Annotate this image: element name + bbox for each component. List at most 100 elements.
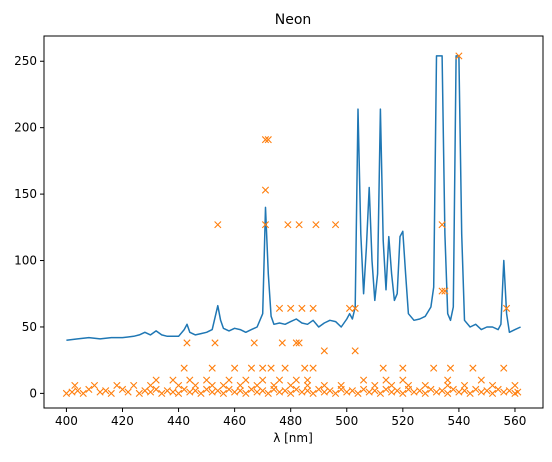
peak-marker bbox=[174, 381, 183, 390]
peak-marker bbox=[219, 381, 228, 390]
y-tick-label: 100 bbox=[14, 254, 37, 268]
peak-marker bbox=[236, 387, 244, 395]
peak-marker bbox=[74, 387, 82, 395]
peak-marker bbox=[309, 364, 317, 372]
peak-marker bbox=[444, 389, 452, 397]
peak-marker bbox=[124, 388, 132, 396]
peak-marker bbox=[421, 389, 429, 397]
peak-marker bbox=[295, 339, 303, 347]
peak-marker bbox=[261, 186, 270, 194]
peak-marker bbox=[488, 381, 497, 390]
x-tick-label: 520 bbox=[391, 414, 414, 428]
peak-marker bbox=[320, 381, 328, 390]
peak-marker bbox=[219, 389, 228, 397]
peak-marker bbox=[511, 381, 519, 390]
x-tick-label: 440 bbox=[167, 414, 190, 428]
peak-marker bbox=[444, 376, 452, 384]
peak-marker bbox=[183, 339, 191, 347]
peak-marker bbox=[421, 381, 429, 390]
peak-marker bbox=[320, 347, 328, 355]
peak-marker bbox=[444, 381, 452, 390]
peak-marker bbox=[250, 339, 258, 347]
peak-marker bbox=[359, 376, 368, 384]
peak-marker bbox=[477, 388, 485, 396]
peak-marker bbox=[284, 221, 292, 229]
peak-marker bbox=[135, 389, 143, 397]
peak-marker bbox=[404, 385, 413, 393]
peak-marker bbox=[203, 376, 211, 384]
x-tick-label: 500 bbox=[335, 414, 358, 428]
peak-marker bbox=[298, 388, 306, 396]
peak-marker bbox=[416, 387, 424, 395]
peak-marker bbox=[382, 385, 390, 393]
peak-marker bbox=[152, 376, 160, 384]
peak-marker bbox=[169, 376, 177, 384]
peak-marker bbox=[247, 385, 256, 393]
peak-marker bbox=[399, 364, 407, 372]
peak-marker bbox=[351, 347, 359, 355]
peak-marker bbox=[231, 388, 239, 396]
peak-marker bbox=[345, 304, 354, 312]
peak-marker bbox=[275, 376, 284, 384]
peak-marker bbox=[354, 389, 362, 397]
peak-marker bbox=[186, 376, 194, 384]
peak-marker bbox=[253, 381, 261, 390]
peak-marker bbox=[301, 364, 309, 372]
peak-marker bbox=[146, 388, 155, 396]
peak-marker bbox=[460, 387, 469, 395]
peak-marker bbox=[388, 388, 396, 396]
peak-marker bbox=[292, 385, 300, 393]
peak-marker bbox=[90, 381, 99, 390]
spectrum-line bbox=[66, 55, 521, 341]
peak-marker bbox=[191, 387, 199, 395]
peak-marker bbox=[275, 304, 284, 312]
y-tick-label: 250 bbox=[14, 54, 37, 68]
x-tick-label: 420 bbox=[111, 414, 134, 428]
peak-marker bbox=[253, 388, 261, 396]
peak-marker bbox=[163, 387, 171, 395]
peak-marker bbox=[500, 388, 508, 396]
peak-marker bbox=[295, 221, 303, 229]
peak-marker bbox=[303, 381, 312, 390]
peak-marker bbox=[460, 381, 469, 390]
peak-marker bbox=[292, 376, 300, 384]
x-axis-label: λ [nm] bbox=[273, 431, 313, 445]
peak-marker bbox=[455, 388, 463, 396]
peak-marker bbox=[449, 385, 457, 393]
peak-marker bbox=[281, 364, 289, 372]
peak-marker bbox=[130, 381, 138, 390]
peak-marker bbox=[303, 376, 312, 384]
peak-marker bbox=[102, 387, 110, 395]
peak-marker bbox=[292, 339, 300, 347]
peak-marker bbox=[278, 339, 286, 347]
peak-marker bbox=[113, 381, 121, 390]
peak-marker bbox=[85, 385, 93, 393]
x-tick-label: 480 bbox=[279, 414, 302, 428]
peak-marker bbox=[287, 389, 295, 397]
peak-marker bbox=[379, 364, 387, 372]
peak-marker bbox=[259, 364, 267, 372]
peak-marker bbox=[158, 389, 166, 397]
peak-marker bbox=[438, 387, 446, 395]
peak-marker bbox=[174, 389, 183, 397]
peak-marker bbox=[208, 364, 216, 372]
peak-marker bbox=[191, 381, 199, 390]
peak-marker bbox=[96, 388, 104, 396]
axes-frame bbox=[43, 35, 544, 409]
peak-marker bbox=[494, 385, 502, 393]
peak-marker bbox=[382, 376, 390, 384]
peak-marker bbox=[438, 287, 446, 295]
peak-marker bbox=[410, 388, 418, 396]
peak-marker bbox=[275, 388, 284, 396]
peak-marker bbox=[359, 385, 368, 393]
peak-marker bbox=[505, 387, 513, 395]
peak-marker bbox=[180, 364, 188, 372]
peak-marker bbox=[264, 389, 272, 397]
peak-marker bbox=[371, 381, 379, 390]
peak-marker bbox=[231, 364, 239, 372]
peak-marker bbox=[303, 387, 312, 395]
peak-marker bbox=[399, 389, 407, 397]
peak-marker bbox=[287, 304, 295, 312]
